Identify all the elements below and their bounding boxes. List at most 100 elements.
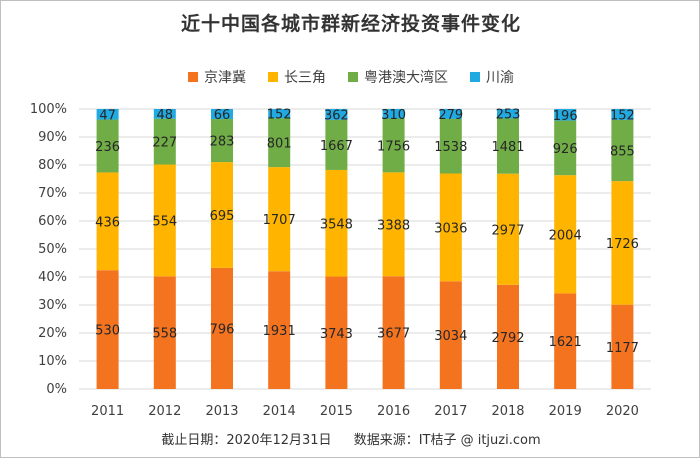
- legend-item-changsanjiao: 长三角: [268, 67, 326, 87]
- bar-segment: [153, 276, 176, 389]
- bar-segment: [554, 175, 577, 294]
- bar-segment: [439, 118, 462, 174]
- y-tick-label: 50%: [38, 242, 67, 257]
- legend-swatch: [268, 72, 278, 82]
- data-label: 1538: [434, 140, 467, 155]
- data-label: 3743: [320, 327, 353, 342]
- data-label: 48: [157, 108, 174, 123]
- bar-segment: [211, 119, 233, 163]
- x-tick-label: 2013: [205, 404, 238, 419]
- legend-label: 粤港澳大湾区: [364, 70, 448, 86]
- data-label: 47: [99, 108, 116, 123]
- bar-segment: [554, 109, 577, 121]
- data-label: 2792: [491, 331, 524, 346]
- data-label: 3548: [320, 217, 353, 232]
- chart-footer: 截止日期：2020年12月31日 数据来源：IT桔子 @ itjuzi.com: [1, 429, 700, 448]
- x-tick-label: 2012: [148, 404, 181, 419]
- legend-label: 京津冀: [204, 70, 246, 86]
- x-tick-label: 2020: [606, 404, 639, 419]
- data-label: 1931: [263, 324, 296, 339]
- bar-segment: [439, 173, 462, 282]
- bar-segment: [611, 181, 634, 305]
- bar-segment: [153, 164, 176, 277]
- bar-segment: [325, 169, 348, 277]
- source-note: 数据来源：IT桔子 @ itjuzi.com: [353, 433, 541, 448]
- bar-segment: [382, 172, 405, 277]
- data-label: 310: [381, 108, 406, 123]
- legend-label: 长三角: [284, 70, 326, 86]
- chart-title: 近十中国各城市群新经济投资事件变化: [180, 13, 521, 35]
- data-label: 2977: [491, 223, 524, 238]
- bar-segment: [325, 119, 348, 170]
- bar-segment: [554, 120, 577, 176]
- bar-segment: [611, 109, 634, 120]
- date-note: 截止日期：2020年12月31日: [161, 433, 332, 448]
- bar-segment: [382, 109, 405, 119]
- bar-segment: [497, 118, 519, 174]
- data-label: 801: [267, 137, 292, 152]
- bar-segment: [497, 109, 519, 119]
- data-label: 1667: [320, 139, 353, 154]
- data-label: 2004: [549, 228, 582, 243]
- data-label: 796: [210, 322, 235, 337]
- y-tick-label: 90%: [38, 130, 67, 145]
- data-label: 3677: [377, 327, 410, 342]
- bar-segment: [211, 109, 233, 120]
- legend-swatch: [188, 72, 198, 82]
- bar-segment: [439, 281, 462, 389]
- bar-segment: [497, 284, 519, 389]
- data-label: 66: [214, 108, 231, 123]
- bar-segment: [268, 271, 291, 389]
- bar-segment: [153, 118, 176, 165]
- data-label: 283: [210, 135, 235, 150]
- data-label: 279: [438, 108, 463, 123]
- bar-segment: [268, 167, 291, 272]
- y-tick-label: 30%: [38, 298, 67, 313]
- bar-segment: [211, 267, 233, 389]
- data-label: 695: [210, 209, 235, 224]
- data-label: 1621: [549, 335, 582, 350]
- data-label: 1177: [606, 341, 639, 356]
- bar-segment: [382, 118, 405, 173]
- bar-segment: [153, 109, 176, 119]
- data-label: 1481: [491, 140, 524, 155]
- y-tick-label: 0%: [46, 382, 67, 397]
- data-label: 3034: [434, 329, 467, 344]
- data-label: 436: [95, 215, 120, 230]
- bar-segment: [325, 276, 348, 389]
- data-label: 152: [267, 108, 292, 123]
- x-tick-label: 2014: [263, 404, 296, 419]
- data-label: 253: [496, 108, 521, 123]
- legend-label: 川渝: [486, 70, 514, 86]
- data-label: 1756: [377, 139, 410, 154]
- legend-swatch: [470, 72, 480, 82]
- y-tick-label: 40%: [38, 270, 67, 285]
- data-label: 855: [610, 144, 635, 159]
- y-tick-label: 60%: [38, 214, 67, 229]
- bar-segment: [382, 276, 405, 389]
- legend-item-jingjinji: 京津冀: [188, 67, 246, 87]
- data-label: 362: [324, 108, 349, 123]
- data-label: 1726: [606, 237, 639, 252]
- x-tick-label: 2011: [91, 404, 124, 419]
- bar-segment: [611, 119, 634, 182]
- legend-item-greater-bay-area: 粤港澳大湾区: [348, 67, 448, 87]
- y-tick-label: 70%: [38, 186, 67, 201]
- x-tick-label: 2017: [434, 404, 467, 419]
- y-tick-label: 100%: [30, 102, 67, 117]
- data-label: 1707: [263, 213, 296, 228]
- data-label: 530: [95, 324, 120, 339]
- bar-segment: [439, 109, 462, 119]
- data-label: 3388: [377, 218, 410, 233]
- bar-segment: [96, 172, 119, 271]
- x-tick-label: 2016: [377, 404, 410, 419]
- bar-segment: [211, 162, 233, 268]
- bar-segment: [325, 109, 348, 120]
- bar-segment: [96, 119, 119, 173]
- bar-segment: [268, 109, 291, 119]
- x-tick-label: 2019: [549, 404, 582, 419]
- data-label: 236: [95, 140, 120, 155]
- bar-segment: [611, 304, 634, 389]
